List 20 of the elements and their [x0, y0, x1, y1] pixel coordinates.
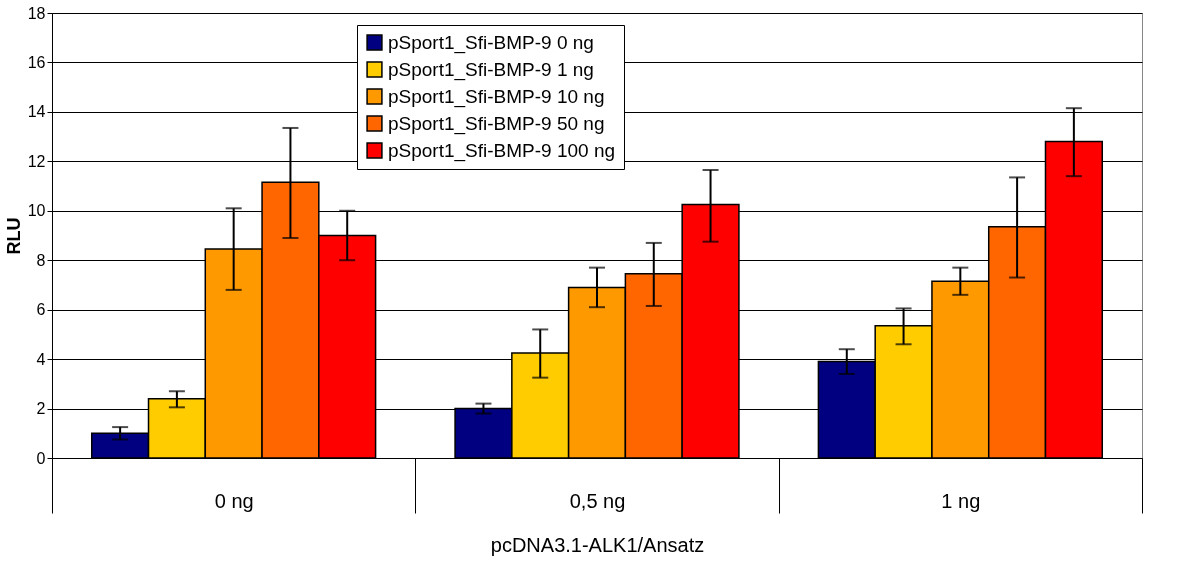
y-tick-label: 8 [36, 251, 46, 269]
y-tick-label: 16 [27, 53, 46, 71]
x-axis-title: pcDNA3.1-ALK1/Ansatz [490, 534, 705, 556]
legend-label: pSport1_Sfi-BMP-9 0 ng [388, 31, 594, 54]
x-tick-label: 1 ng [941, 489, 981, 512]
legend-label: pSport1_Sfi-BMP-9 10 ng [388, 85, 605, 108]
legend-label: pSport1_Sfi-BMP-9 1 ng [388, 58, 594, 81]
y-tick-label: 14 [27, 103, 46, 121]
x-tick-label: 0,5 ng [569, 489, 626, 512]
y-axis-title: RLU [3, 217, 24, 255]
y-tick-label: 12 [27, 152, 46, 170]
y-tick-label: 2 [36, 400, 46, 418]
y-tick-label: 10 [27, 202, 46, 220]
y-tick-label: 4 [36, 350, 46, 368]
y-tick-label: 18 [27, 4, 46, 22]
y-tick-label: 6 [36, 301, 46, 319]
legend-label: pSport1_Sfi-BMP-9 100 ng [388, 139, 616, 162]
y-tick-label: 0 [36, 449, 46, 467]
x-tick-label: 0 ng [214, 489, 254, 512]
legend-label: pSport1_Sfi-BMP-9 50 ng [388, 112, 605, 135]
